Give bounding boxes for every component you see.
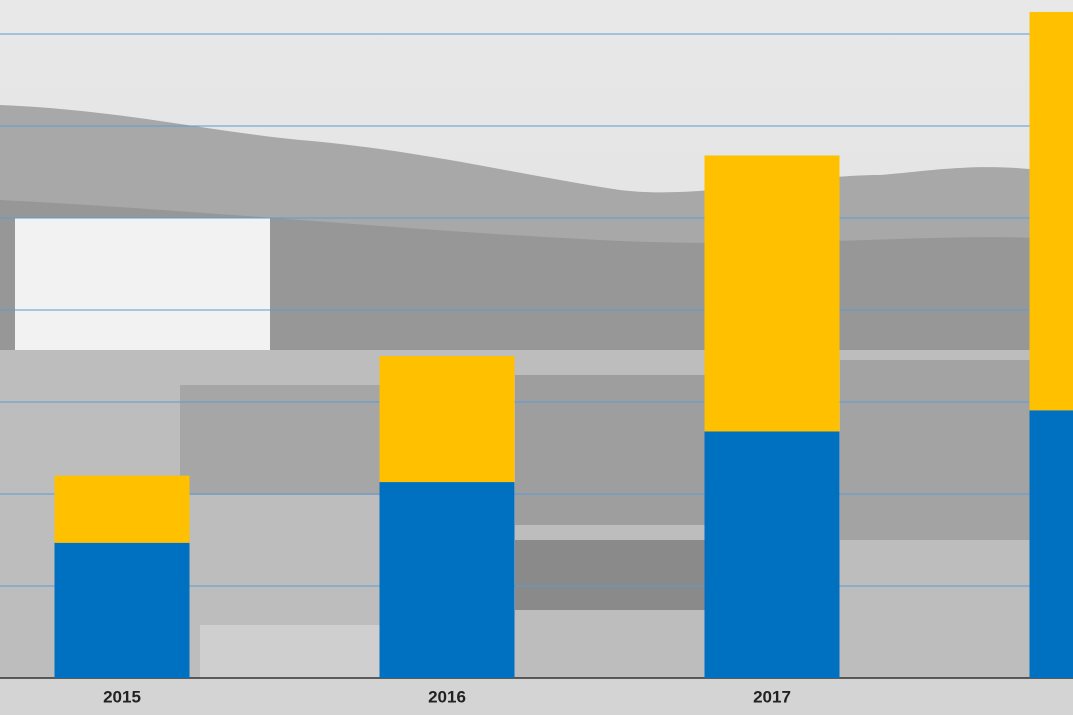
bar-segment [704, 155, 840, 432]
bar-segment [54, 475, 190, 543]
bar-segment [1029, 410, 1073, 678]
bar-segment [54, 542, 190, 678]
bar-segment [379, 356, 515, 483]
x-tick-label: 2015 [103, 687, 141, 706]
x-tick-label: 2016 [428, 687, 466, 706]
x-tick-label: 2017 [753, 687, 791, 706]
bar-segment [704, 431, 840, 678]
bar-segment [379, 482, 515, 678]
bar-segment [1029, 11, 1073, 411]
